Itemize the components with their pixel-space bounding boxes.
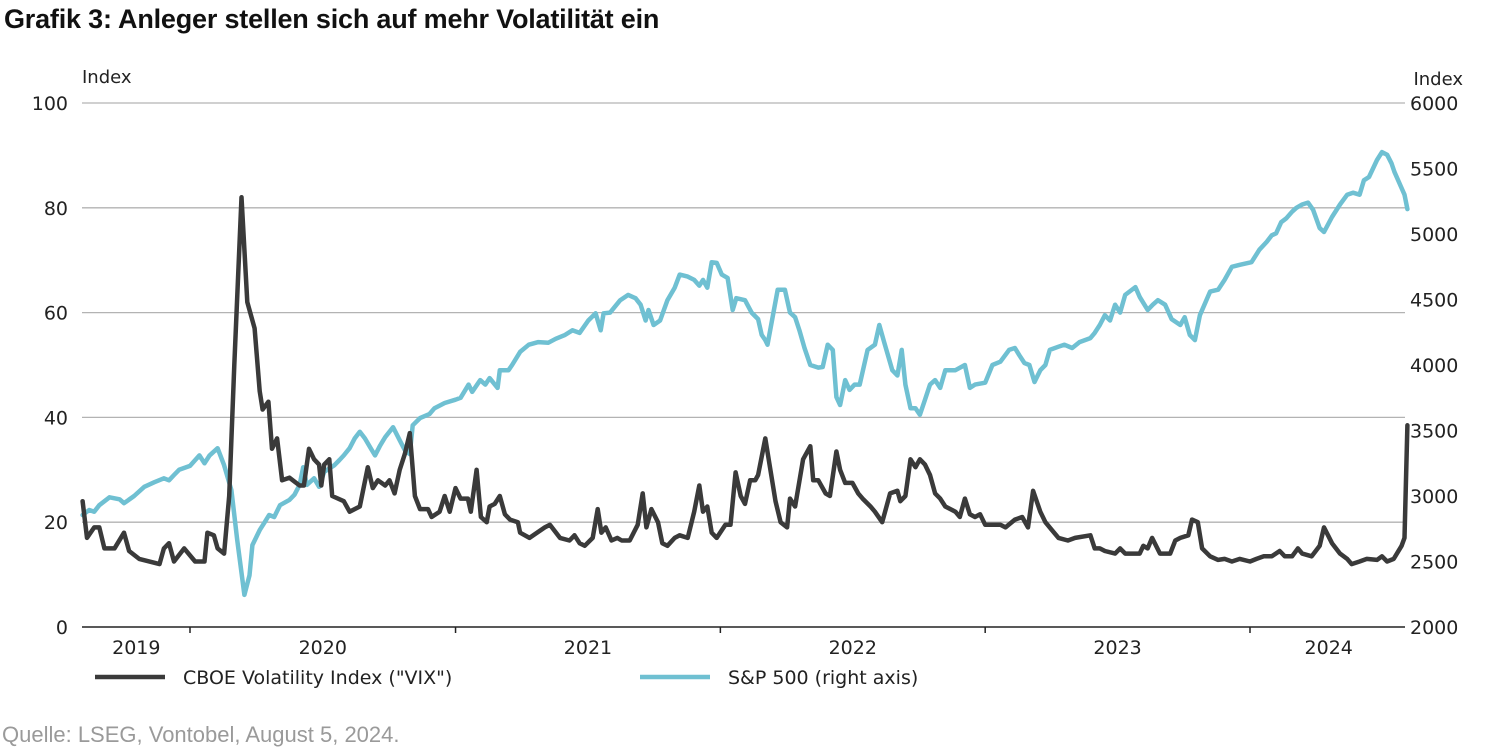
left-tick-label: 0 [56, 617, 68, 639]
left-tick-label: 40 [44, 407, 68, 429]
left-axis-label: Index [82, 67, 132, 88]
x-axis: 2019 2020 2021 2022 2023 2024 [82, 626, 1405, 659]
right-tick-label: 6000 [1410, 93, 1458, 115]
right-tick-label: 4000 [1410, 355, 1458, 377]
right-tick-label: 5500 [1410, 159, 1458, 181]
right-tick-label: 4500 [1410, 290, 1458, 312]
x-tick-label: 2023 [1093, 637, 1141, 659]
x-tick-label: 2019 [112, 637, 160, 659]
left-tick-label: 20 [44, 512, 68, 534]
left-y-axis: 0 20 40 60 80 100 [32, 93, 68, 639]
series-lines [80, 149, 1410, 598]
x-tick-label: 2021 [564, 637, 612, 659]
right-tick-label: 2500 [1410, 552, 1458, 574]
left-tick-label: 60 [44, 303, 68, 325]
gridlines [82, 102, 1405, 523]
sp500-line [80, 149, 1410, 598]
right-y-axis: 2000 2500 3000 3500 4000 4500 5000 5500 6000 [1410, 93, 1458, 639]
legend-label-vix: CBOE Volatility Index ("VIX") [183, 667, 452, 689]
x-tick-label: 2022 [829, 637, 877, 659]
vix-line [80, 195, 1410, 567]
right-tick-label: 3500 [1410, 421, 1458, 443]
right-tick-label: 2000 [1410, 617, 1458, 639]
right-axis-label: Index [1413, 69, 1463, 90]
right-tick-label: 5000 [1410, 224, 1458, 246]
x-tick-label: 2020 [299, 637, 347, 659]
source-note: Quelle: LSEG, Vontobel, August 5, 2024. [2, 722, 400, 747]
legend-label-sp500: S&P 500 (right axis) [728, 667, 918, 689]
chart-title: Grafik 3: Anleger stellen sich auf mehr … [4, 4, 660, 34]
right-tick-label: 3000 [1410, 486, 1458, 508]
x-tick-label: 2024 [1305, 637, 1353, 659]
left-tick-label: 80 [44, 198, 68, 220]
left-tick-label: 100 [32, 93, 68, 115]
legend: CBOE Volatility Index ("VIX") S&P 500 (r… [95, 667, 918, 689]
